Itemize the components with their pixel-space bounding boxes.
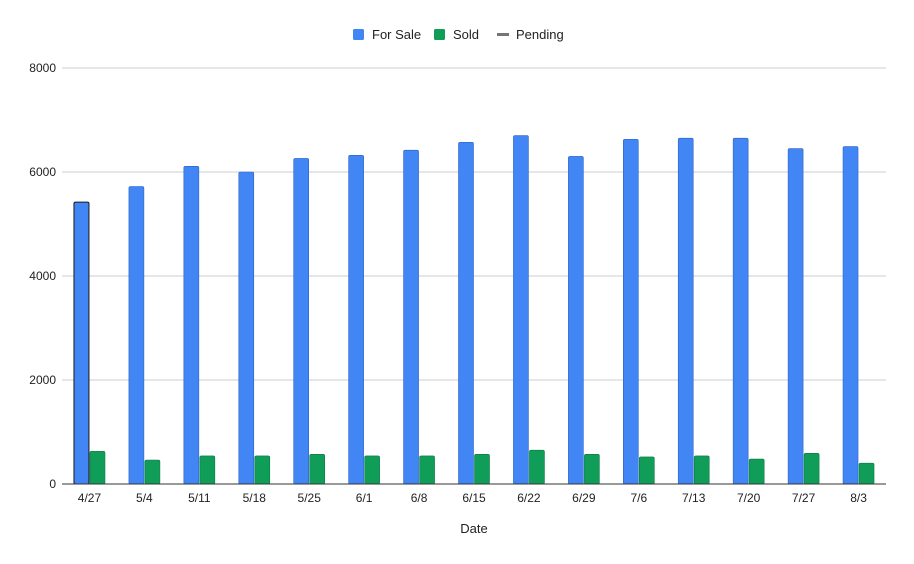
bar-for-sale[interactable] [348,155,364,485]
bar-sold[interactable] [309,454,326,485]
bar-for-sale[interactable] [293,158,310,485]
bar-sold[interactable] [693,455,710,485]
x-tick-label: 6/1 [356,491,373,505]
bar-for-sale[interactable] [622,138,639,485]
bar-sold[interactable] [144,459,161,485]
x-tick-label: 5/18 [243,491,267,505]
bar-sold[interactable] [858,462,875,485]
bar-sold[interactable] [254,455,271,485]
bar-for-sale[interactable] [842,146,859,485]
x-axis-ticks: 4/27 5/4 5/11 5/18 5/25 6/1 6/8 6/15 6/22 6/29 7/6… [78,491,867,505]
y-tick-label: 0 [49,477,56,491]
y-tick-label: 8000 [29,61,56,75]
legend-swatch [353,29,364,40]
x-tick-label: 5/4 [136,491,153,505]
bars [73,135,875,485]
x-axis-title: Date [460,521,487,536]
bar-sold[interactable] [638,456,655,485]
legend-swatch [434,29,445,40]
x-tick-label: 4/27 [78,491,102,505]
legend-item-pending[interactable]: Pending [497,27,564,42]
x-tick-label: 5/25 [298,491,322,505]
bar-for-sale[interactable] [128,186,145,485]
bar-sold[interactable] [584,454,600,485]
bar-sold[interactable] [419,455,435,485]
bar-for-sale[interactable] [513,135,529,485]
x-tick-label: 7/27 [792,491,816,505]
x-tick-label: 6/15 [462,491,486,505]
legend-item-for-sale[interactable]: For Sale [353,27,421,42]
bar-for-sale[interactable] [238,171,255,485]
bar-sold[interactable] [199,455,216,485]
x-tick-label: 6/22 [517,491,541,505]
bar-for-sale[interactable] [183,165,200,485]
bar-sold[interactable] [529,449,545,485]
y-tick-label: 6000 [29,165,56,179]
legend-label: Sold [453,27,479,42]
x-tick-label: 6/8 [411,491,428,505]
bar-for-sale[interactable] [403,149,419,485]
bar-for-sale[interactable] [732,137,749,485]
y-axis-ticks: 0 2000 4000 6000 8000 [29,61,56,491]
bar-sold[interactable] [748,458,765,485]
bar-sold[interactable] [474,454,490,485]
bar-for-sale[interactable] [787,148,804,485]
legend-swatch [497,33,509,36]
x-tick-label: 7/6 [630,491,647,505]
legend-label: For Sale [372,27,421,42]
y-tick-label: 4000 [29,269,56,283]
x-tick-label: 5/11 [188,491,211,505]
bar-for-sale[interactable] [458,142,474,485]
bar-sold[interactable] [364,455,380,485]
bar-for-sale[interactable] [568,156,584,485]
legend[interactable]: For Sale Sold Pending [353,27,564,42]
gridlines [62,67,886,381]
x-tick-label: 6/29 [572,491,596,505]
bar-sold[interactable] [89,450,106,485]
bar-for-sale[interactable] [677,137,694,485]
bar-for-sale[interactable] [73,201,90,485]
bar-sold[interactable] [803,453,820,485]
y-tick-label: 2000 [29,373,56,387]
legend-label: Pending [516,27,564,42]
legend-item-sold[interactable]: Sold [434,27,479,42]
x-tick-label: 7/20 [737,491,761,505]
x-tick-label: 8/3 [850,491,867,505]
x-tick-label: 7/13 [682,491,706,505]
